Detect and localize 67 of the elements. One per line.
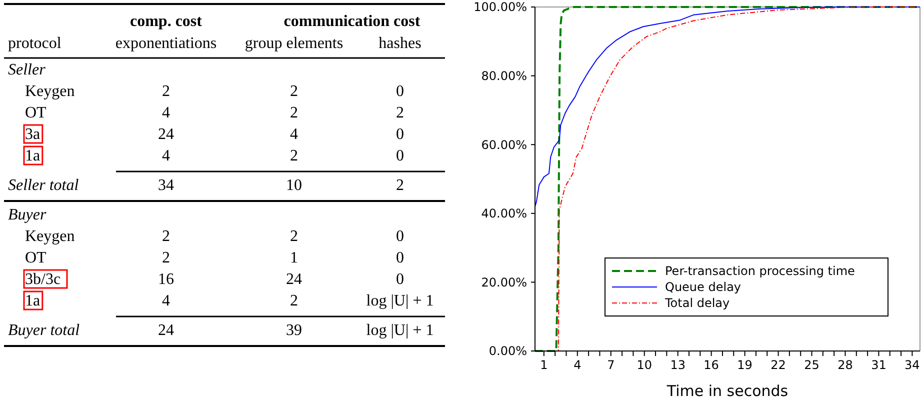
- text: 0: [396, 271, 404, 288]
- legend-label: Per-transaction processing time: [665, 264, 855, 278]
- x-tick-label: 10: [636, 358, 652, 372]
- text: 0: [396, 126, 404, 143]
- text: 2: [290, 292, 298, 310]
- text: log |U| + 1: [366, 322, 434, 339]
- text: 2: [162, 83, 170, 100]
- x-tick-label: 19: [737, 358, 752, 372]
- text: 24: [158, 126, 174, 143]
- x-tick-label: 28: [838, 358, 853, 372]
- category-label: Seller total: [8, 177, 79, 194]
- x-tick-label: 13: [670, 358, 686, 372]
- x-tick-label: 22: [770, 358, 786, 372]
- x-tick-label: 25: [804, 358, 820, 372]
- legend-label: Total delay: [664, 296, 730, 310]
- text: 1: [290, 250, 298, 266]
- text: 2: [290, 104, 298, 122]
- text: comp. cost: [130, 13, 203, 30]
- text: 4: [162, 148, 170, 164]
- category-label: protocol: [8, 35, 62, 52]
- text: 4: [162, 292, 170, 310]
- y-tick-label: 40.00%: [481, 206, 527, 221]
- text: 39: [286, 322, 302, 339]
- category-label: exponentiations: [115, 35, 217, 52]
- text: 0: [396, 228, 404, 245]
- x-tick-label: 1: [540, 358, 548, 372]
- y-tick-label: 0.00%: [488, 344, 527, 358]
- x-tick-label: 16: [704, 358, 719, 372]
- category-label: Keygen: [25, 228, 75, 245]
- text: communication cost: [284, 13, 421, 30]
- category-label: OT: [25, 104, 46, 122]
- y-tick-label: 80.00%: [481, 69, 527, 83]
- text: 24: [158, 322, 174, 339]
- text: 2: [162, 250, 170, 266]
- text: 0: [396, 83, 404, 100]
- x-tick-label: 7: [607, 358, 615, 372]
- text: 16: [158, 271, 174, 288]
- category-label: Keygen: [25, 83, 75, 100]
- category-label: Seller: [8, 62, 46, 78]
- text: 24: [286, 271, 302, 288]
- category-label: hashes: [378, 35, 422, 52]
- text: 2: [396, 104, 404, 122]
- category-label: Buyer: [8, 206, 46, 224]
- category-label: 3b/3c: [25, 271, 61, 288]
- legend-label: Queue delay: [665, 280, 742, 294]
- text: 4: [290, 126, 298, 143]
- text: 2: [290, 148, 298, 164]
- text: 0: [396, 148, 404, 164]
- x-axis-title: Time in seconds: [666, 382, 788, 400]
- x-tick-label: 4: [574, 358, 582, 372]
- y-tick-label: 100.00%: [474, 0, 527, 14]
- y-tick-label: 20.00%: [481, 275, 527, 290]
- text: 34: [158, 177, 174, 194]
- text: 0: [396, 250, 404, 266]
- text: 2: [396, 177, 404, 194]
- category-label: Buyer total: [8, 322, 80, 339]
- text: log |U| + 1: [366, 292, 434, 310]
- x-tick-label: 34: [904, 358, 920, 372]
- y-tick-label: 60.00%: [481, 138, 527, 152]
- category-label: OT: [25, 250, 46, 266]
- category-label: group elements: [244, 35, 344, 52]
- text: 2: [162, 228, 170, 245]
- x-tick-label: 31: [871, 358, 886, 372]
- text: 10: [286, 177, 302, 194]
- text: 2: [290, 228, 298, 245]
- text: 4: [162, 104, 170, 122]
- text: 2: [290, 83, 298, 100]
